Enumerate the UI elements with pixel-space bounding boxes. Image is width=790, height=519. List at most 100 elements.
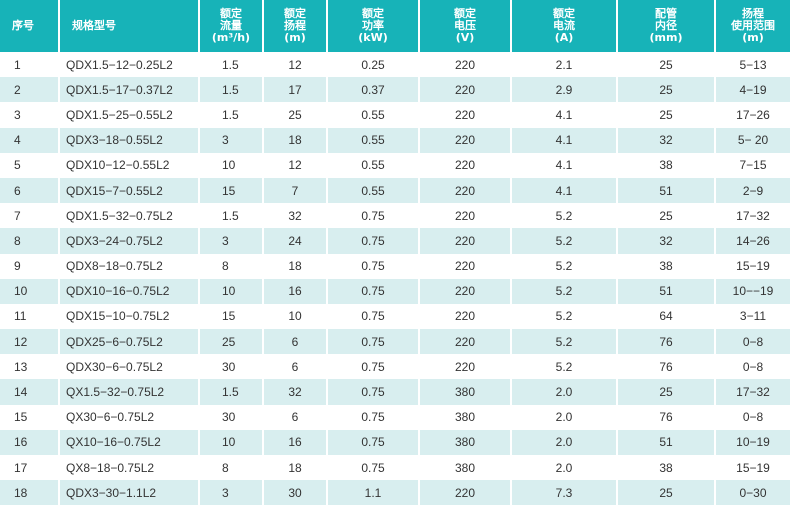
cell-index: 17 <box>0 455 60 481</box>
cell-head-range: 2−9 <box>716 177 790 204</box>
table-row: 1 QDX1.5−12−0.25L2 1.5 12 0.25 220 2.1 25 5−13 <box>0 52 790 78</box>
cell-head: 18 <box>264 455 328 481</box>
cell-power: 0.75 <box>328 404 420 430</box>
cell-flow: 1.5 <box>200 203 264 229</box>
cell-power: 0.75 <box>328 329 420 355</box>
cell-flow: 8 <box>200 455 264 481</box>
cell-voltage: 220 <box>420 102 512 128</box>
cell-voltage: 380 <box>420 429 512 455</box>
cell-head-range: 7−15 <box>716 152 790 178</box>
cell-model: QDX1.5−25−0.55L2 <box>60 102 200 128</box>
cell-index: 13 <box>0 354 60 380</box>
cell-head: 30 <box>264 480 328 506</box>
cell-current: 2.0 <box>512 429 618 455</box>
table-row: 3 QDX1.5−25−0.55L2 1.5 25 0.55 220 4.1 25 17−26 <box>0 102 790 128</box>
cell-pipe-diameter: 32 <box>618 127 716 153</box>
cell-flow: 1.5 <box>200 102 264 128</box>
cell-head-range: 0−8 <box>716 329 790 355</box>
cell-current: 5.2 <box>512 203 618 229</box>
cell-current: 4.1 <box>512 177 618 204</box>
cell-current: 5.2 <box>512 303 618 330</box>
cell-pipe-diameter: 38 <box>618 253 716 279</box>
cell-flow: 1.5 <box>200 52 264 78</box>
cell-current: 5.2 <box>512 228 618 254</box>
cell-index: 1 <box>0 52 60 78</box>
cell-model: QX8−18−0.75L2 <box>60 455 200 481</box>
cell-head: 12 <box>264 152 328 178</box>
cell-power: 0.75 <box>328 303 420 330</box>
cell-power: 0.75 <box>328 228 420 254</box>
table-row: 11 QDX15−10−0.75L2 15 10 0.75 220 5.2 64 3−11 <box>0 303 790 330</box>
cell-index: 7 <box>0 203 60 229</box>
cell-pipe-diameter: 51 <box>618 177 716 204</box>
cell-index: 14 <box>0 379 60 405</box>
cell-index: 8 <box>0 228 60 254</box>
cell-head: 6 <box>264 354 328 380</box>
table-row: 12 QDX25−6−0.75L2 25 6 0.75 220 5.2 76 0−8 <box>0 329 790 355</box>
cell-index: 9 <box>0 253 60 279</box>
cell-current: 4.1 <box>512 152 618 178</box>
cell-model: QDX3−24−0.75L2 <box>60 228 200 254</box>
cell-current: 4.1 <box>512 102 618 128</box>
header-power: 额定 功率 (kW) <box>328 0 420 52</box>
cell-index: 6 <box>0 177 60 204</box>
cell-flow: 15 <box>200 303 264 330</box>
table-row: 2 QDX1.5−17−0.37L2 1.5 17 0.37 220 2.9 25 4−19 <box>0 77 790 103</box>
cell-head-range: 0−30 <box>716 480 790 506</box>
cell-voltage: 220 <box>420 77 512 103</box>
table-row: 8 QDX3−24−0.75L2 3 24 0.75 220 5.2 32 14−26 <box>0 228 790 254</box>
cell-model: QDX15−10−0.75L2 <box>60 303 200 330</box>
table-row: 5 QDX10−12−0.55L2 10 12 0.55 220 4.1 38 7−15 <box>0 152 790 178</box>
cell-power: 0.55 <box>328 102 420 128</box>
cell-pipe-diameter: 25 <box>618 203 716 229</box>
cell-current: 2.0 <box>512 379 618 405</box>
cell-index: 10 <box>0 278 60 304</box>
cell-pipe-diameter: 25 <box>618 77 716 103</box>
cell-current: 2.0 <box>512 404 618 430</box>
table-row: 13 QDX30−6−0.75L2 30 6 0.75 220 5.2 76 0−8 <box>0 354 790 380</box>
header-flow: 额定 流量 (m³/h) <box>200 0 264 52</box>
cell-flow: 10 <box>200 278 264 304</box>
cell-current: 2.1 <box>512 52 618 78</box>
cell-index: 15 <box>0 404 60 430</box>
cell-flow: 25 <box>200 329 264 355</box>
cell-flow: 3 <box>200 127 264 153</box>
cell-head: 32 <box>264 203 328 229</box>
cell-head: 6 <box>264 404 328 430</box>
cell-power: 0.75 <box>328 455 420 481</box>
cell-pipe-diameter: 25 <box>618 52 716 78</box>
table-body: 1 QDX1.5−12−0.25L2 1.5 12 0.25 220 2.1 25 5−13 2 Q… <box>0 52 790 506</box>
cell-flow: 1.5 <box>200 379 264 405</box>
header-pipe-diameter: 配管 内径 (mm) <box>618 0 716 52</box>
cell-index: 11 <box>0 303 60 330</box>
cell-head-range: 17−32 <box>716 379 790 405</box>
header-model: 规格型号 <box>60 0 200 52</box>
cell-head-range: 4−19 <box>716 77 790 103</box>
cell-index: 3 <box>0 102 60 128</box>
cell-power: 0.55 <box>328 152 420 178</box>
cell-head-range: 15−19 <box>716 455 790 481</box>
cell-model: QDX10−16−0.75L2 <box>60 278 200 304</box>
cell-power: 0.55 <box>328 177 420 204</box>
table-row: 17 QX8−18−0.75L2 8 18 0.75 380 2.0 38 15−19 <box>0 455 790 481</box>
cell-flow: 1.5 <box>200 77 264 103</box>
pump-spec-table: 序号 规格型号 额定 流量 (m³/h) 额定 扬程 (m) 额定 功率 (kW… <box>0 0 790 506</box>
cell-pipe-diameter: 25 <box>618 480 716 506</box>
cell-head: 12 <box>264 52 328 78</box>
cell-voltage: 220 <box>420 480 512 506</box>
cell-flow: 10 <box>200 152 264 178</box>
cell-model: QDX30−6−0.75L2 <box>60 354 200 380</box>
cell-pipe-diameter: 51 <box>618 278 716 304</box>
cell-voltage: 220 <box>420 278 512 304</box>
cell-current: 2.9 <box>512 77 618 103</box>
cell-pipe-diameter: 25 <box>618 102 716 128</box>
cell-index: 5 <box>0 152 60 178</box>
cell-pipe-diameter: 64 <box>618 303 716 330</box>
cell-voltage: 220 <box>420 354 512 380</box>
cell-power: 0.75 <box>328 429 420 455</box>
table-row: 7 QDX1.5−32−0.75L2 1.5 32 0.75 220 5.2 25 17−32 <box>0 203 790 229</box>
cell-head-range: 3−11 <box>716 303 790 330</box>
cell-voltage: 220 <box>420 127 512 153</box>
cell-pipe-diameter: 51 <box>618 429 716 455</box>
cell-head-range: 5−13 <box>716 52 790 78</box>
